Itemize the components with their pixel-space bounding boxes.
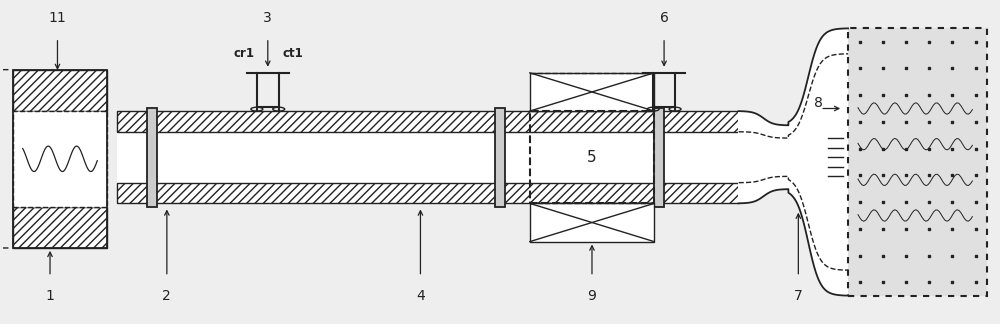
Text: 2: 2 [162,289,171,303]
Bar [13,207,107,248]
Text: ct1: ct1 [283,47,304,60]
Text: 6: 6 [660,11,669,25]
Text: cr1: cr1 [234,47,255,60]
Text: 7: 7 [794,289,803,303]
Bar [117,183,739,203]
Text: 1: 1 [46,289,54,303]
Bar [13,70,107,248]
Bar [117,111,739,132]
Text: 11: 11 [49,11,66,25]
Bar [530,203,654,242]
Polygon shape [739,29,848,295]
Bar [654,108,664,207]
Text: 9: 9 [588,289,596,303]
Text: 5: 5 [587,150,597,165]
Bar [13,70,107,111]
Bar [117,132,739,183]
Bar [530,111,654,203]
Text: 3: 3 [263,11,272,25]
Bar [848,28,987,296]
Text: 8: 8 [814,96,823,110]
Bar [13,111,107,207]
Bar [495,108,505,207]
Bar [147,108,157,207]
Bar [530,73,654,111]
Text: 4: 4 [416,289,425,303]
